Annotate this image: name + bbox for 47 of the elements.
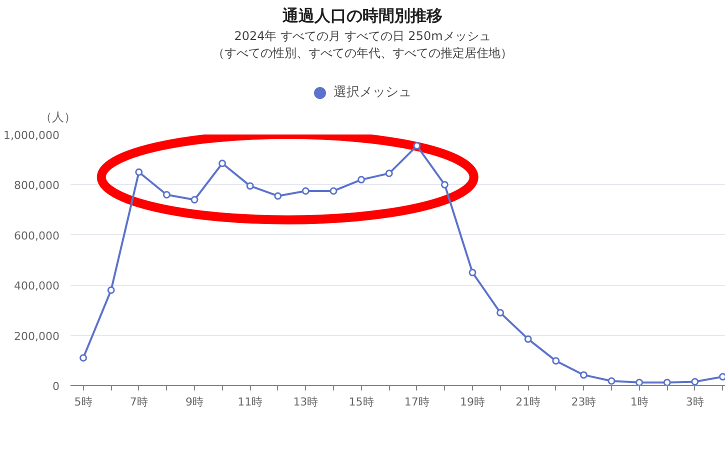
- y-tick-label: 800,000: [14, 179, 60, 192]
- point: [80, 354, 88, 362]
- point: [718, 372, 725, 380]
- x-tick-label: 17時: [404, 396, 430, 408]
- y-tick-label: 0: [52, 380, 60, 393]
- point: [636, 378, 644, 386]
- point: [468, 268, 476, 276]
- x-tick-label: 23時: [571, 396, 596, 408]
- point: [302, 187, 310, 195]
- y-axis-title: （人）: [40, 109, 76, 126]
- x-tick-label: 9時: [185, 396, 204, 408]
- y-tick-label: 1,000,000: [4, 129, 60, 142]
- point: [580, 371, 588, 379]
- point: [663, 378, 671, 386]
- point: [218, 160, 226, 168]
- point: [274, 192, 282, 200]
- legend-label: 選択メッシュ: [334, 85, 412, 100]
- point: [608, 377, 616, 385]
- point: [691, 378, 699, 386]
- x-tick-label: 13時: [293, 396, 318, 408]
- x-tick-label: 1時: [630, 396, 648, 408]
- text: （すべての性別、すべての年代、すべての推定居住地）: [212, 45, 512, 62]
- x-tick-label: 5時: [74, 396, 92, 408]
- x-tick-label: 11時: [238, 396, 263, 408]
- point: [440, 180, 448, 188]
- point: [358, 176, 366, 184]
- x-tick-label: 3時: [686, 396, 704, 408]
- point: [496, 308, 504, 316]
- point: [135, 168, 143, 176]
- x-tick-label: 19時: [460, 396, 486, 408]
- point: [385, 170, 393, 178]
- y-tick-label: 400,000: [14, 280, 60, 293]
- chart-subtitle: 2024年 すべての月 すべての日 250mメッシュ: [234, 28, 491, 45]
- point: [107, 286, 115, 294]
- chart-title: 通過人口の時間別推移: [282, 5, 442, 27]
- point: [246, 182, 254, 190]
- point: [524, 335, 532, 343]
- x-tick-label: 21時: [516, 396, 541, 408]
- point: [162, 190, 170, 198]
- x-tick-label: 7時: [130, 396, 148, 408]
- y-tick-label: 600,000: [14, 229, 60, 242]
- point: [330, 187, 338, 195]
- x-tick-label: 15時: [348, 396, 374, 408]
- point: [552, 357, 560, 365]
- point: [190, 196, 198, 204]
- y-tick-label: 200,000: [14, 330, 60, 343]
- point: [413, 142, 421, 150]
